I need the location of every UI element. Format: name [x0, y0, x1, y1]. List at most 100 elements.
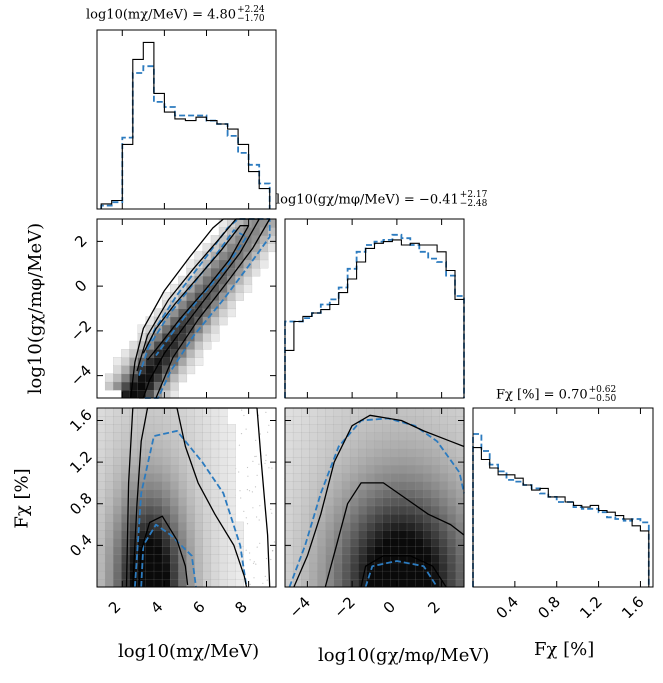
scatter-point [255, 563, 257, 565]
density-cell [366, 448, 376, 458]
density-cell [349, 554, 359, 564]
density-cell [145, 578, 155, 588]
density-cell [415, 513, 424, 523]
density-cell [129, 481, 139, 490]
density-cell [358, 521, 367, 531]
density-cell [194, 546, 204, 555]
density-cell [186, 365, 196, 375]
density-cell [415, 481, 424, 490]
density-cell [358, 407, 367, 417]
density-cell [301, 415, 310, 425]
density-cell [431, 554, 441, 564]
scatter-point [254, 486, 257, 488]
density-cell [284, 546, 294, 555]
density-cell [202, 407, 212, 417]
density-cell [366, 546, 376, 555]
density-cell [358, 456, 367, 466]
density-cell [104, 373, 114, 383]
density-cell [235, 292, 244, 301]
density-cell [431, 529, 441, 539]
density-cell [439, 546, 449, 555]
histogram-log_m-dashed [100, 65, 271, 209]
density-cell [113, 578, 122, 588]
scatter-point [264, 462, 266, 464]
density-cell [210, 267, 220, 277]
density-cell [398, 578, 408, 588]
density-cell [121, 448, 131, 458]
title-log-g-plus: +2.17 [459, 190, 488, 200]
density-cell [170, 456, 179, 466]
density-cell [374, 521, 384, 531]
density-cell [406, 578, 416, 588]
density-cell [218, 513, 228, 523]
density-cell [113, 554, 122, 564]
density-cell [382, 538, 392, 547]
density-cell [186, 415, 196, 425]
density-cell [153, 570, 163, 580]
density-cell [210, 324, 220, 334]
density-cell [113, 373, 122, 383]
panel-frame [96, 29, 277, 210]
density-cell [161, 440, 171, 450]
density-cell [129, 529, 139, 539]
density-cell [423, 456, 432, 466]
density-cell [186, 424, 196, 433]
density-cell [341, 578, 351, 588]
density-cell [137, 497, 147, 507]
scatter-point [267, 431, 269, 433]
density-cell [227, 472, 236, 482]
scatter-point [270, 508, 272, 510]
contour-solid [138, 515, 189, 585]
scatter-point [259, 505, 261, 507]
scatter-point [265, 557, 268, 560]
density-cell [96, 562, 106, 572]
density-cell [301, 513, 310, 523]
scatter-point [254, 455, 256, 458]
scatter-point [246, 489, 248, 491]
density-cell [301, 481, 310, 490]
density-cell [113, 440, 122, 450]
density-cell [129, 538, 139, 547]
density-cell [292, 424, 302, 433]
density-cell [161, 570, 171, 580]
density-cell [153, 538, 163, 547]
density-cell [423, 489, 432, 499]
density-cell [121, 381, 131, 391]
density-cell [129, 381, 139, 391]
density-cell [406, 505, 416, 515]
x-tick-label-log_g: 0 [380, 598, 399, 617]
density-cell [235, 521, 244, 531]
density-cell [341, 562, 351, 572]
density-cell [121, 349, 131, 358]
density-cell [161, 538, 171, 547]
density-cell [161, 472, 171, 482]
density-cell [186, 521, 196, 531]
density-cell [104, 521, 114, 531]
density-cell [382, 497, 392, 507]
density-cell [349, 521, 359, 531]
density-cell [178, 578, 188, 588]
scatter-point [270, 558, 272, 561]
density-cell [218, 308, 228, 318]
density-cell [301, 448, 310, 458]
density-cell [170, 440, 179, 450]
density-cell [194, 407, 204, 417]
density-cell [235, 283, 244, 293]
density-cell [170, 472, 179, 482]
density-cell [104, 505, 114, 515]
density-cell [284, 513, 294, 523]
density-cell [333, 578, 343, 588]
density-cell [317, 424, 327, 433]
density-cell [349, 529, 359, 539]
density-cell [349, 513, 359, 523]
density-cell [186, 432, 196, 442]
scatter-point [238, 444, 240, 446]
density-cell [227, 424, 236, 433]
density-cell [309, 489, 319, 499]
density-cell [96, 448, 106, 458]
density-cell [292, 505, 302, 515]
density-cell [309, 432, 319, 442]
scatter-point [272, 550, 274, 552]
density-cell [218, 578, 228, 588]
density-cell [317, 554, 327, 564]
